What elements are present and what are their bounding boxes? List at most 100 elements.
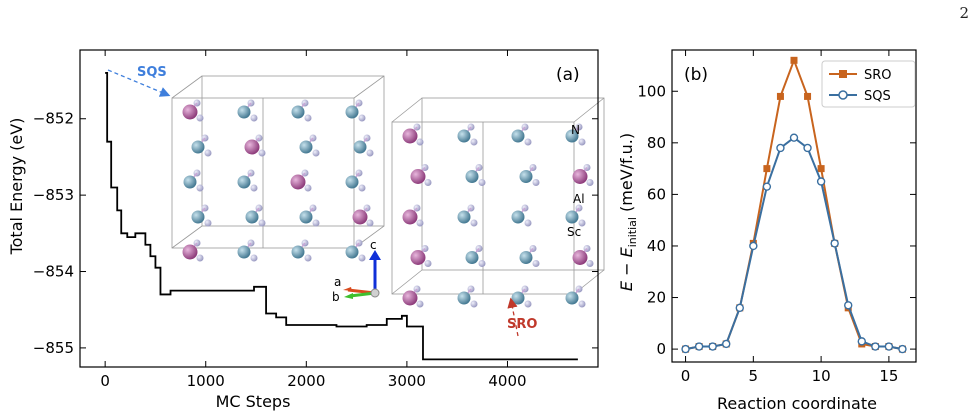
n-atom (250, 114, 258, 122)
sro-point (804, 92, 812, 100)
panel-a-label: (a) (556, 65, 580, 85)
n-atom (366, 149, 374, 157)
al-atom (465, 251, 479, 264)
sqs-structure (171, 75, 385, 262)
n-atom (532, 260, 540, 267)
y-tick-label-b: 0 (656, 340, 666, 358)
y-tick-label-a: −853 (33, 186, 74, 204)
n-atom (358, 254, 366, 262)
y-tick-label-a: −854 (33, 263, 74, 281)
y-tick-label-a: −855 (33, 339, 74, 357)
sc-atom (402, 209, 418, 225)
lattice-axis-a: a (334, 275, 341, 289)
sqs-point (776, 143, 785, 153)
crystal-structures (171, 75, 605, 308)
lattice-axes-indicator: c a b (332, 238, 381, 304)
energy-step-line (105, 72, 578, 361)
al-atom (457, 210, 471, 224)
sro-point (817, 165, 825, 173)
al-atom (345, 105, 359, 119)
n-atom (250, 254, 258, 262)
atom-label-al: Al (573, 192, 585, 206)
n-atom (532, 179, 540, 186)
al-atom (237, 175, 251, 189)
sc-atom (410, 250, 426, 265)
n-atom (358, 184, 366, 192)
sqs-point (803, 143, 812, 153)
n-atom (416, 219, 424, 227)
al-atom (345, 245, 359, 259)
al-atom (511, 210, 525, 224)
panel-a-axes: 0 1000 2000 3000 4000 −852 −853 −854 −855 (33, 49, 599, 390)
sc-atom (244, 139, 260, 155)
sc-atom (410, 169, 426, 184)
sro-point (790, 56, 798, 64)
cell-edge (573, 97, 605, 123)
al-atom (519, 170, 533, 183)
sc-atom (290, 174, 306, 190)
al-atom (565, 129, 579, 143)
x-tick-label-a: 0 (100, 372, 110, 390)
n-atom (586, 179, 594, 186)
sqs-point (898, 344, 907, 354)
n-atom (358, 114, 366, 122)
al-atom (299, 210, 313, 224)
al-atom (183, 175, 197, 189)
n-atom (258, 149, 266, 157)
y-tick-label-b: 20 (647, 289, 666, 307)
sqs-arrow (107, 69, 171, 97)
sqs-point (735, 303, 744, 313)
al-atom (353, 140, 367, 154)
sc-atom (402, 290, 418, 306)
sro-point (776, 92, 784, 100)
plot-frame-b (671, 49, 917, 363)
n-atom (366, 219, 374, 227)
n-atom (196, 254, 204, 262)
al-atom (565, 291, 579, 305)
sqs-point (681, 344, 690, 354)
y-tick-label-b: 60 (647, 185, 666, 203)
cell-edge (171, 75, 203, 99)
sc-atom (572, 250, 588, 265)
n-atom (578, 138, 586, 146)
panel-b-axes: 0 5 10 15 0 20 40 60 80 100 (637, 49, 917, 385)
lattice-axis-b: b (332, 290, 340, 304)
sqs-point (762, 182, 772, 191)
sqs-point (694, 342, 704, 351)
n-atom (304, 254, 312, 262)
lattice-axis-c: c (370, 238, 377, 252)
plot-frame-a (79, 49, 599, 368)
n-atom (304, 114, 312, 122)
n-atom (196, 114, 204, 122)
n-atom (312, 149, 320, 157)
al-atom (511, 291, 525, 305)
al-atom (565, 210, 579, 224)
al-atom (237, 105, 251, 119)
n-atom (304, 184, 312, 192)
y-tick-label-b: 40 (647, 237, 666, 255)
al-atom (291, 105, 305, 119)
n-atom (470, 219, 478, 227)
sqs-point (749, 241, 758, 251)
legend-sro: SRO (864, 68, 892, 83)
al-atom (291, 245, 305, 259)
sqs-point (884, 342, 894, 351)
sqs-point (816, 177, 826, 186)
sro-arrow (507, 297, 519, 337)
cell-edge (391, 97, 423, 123)
al-atom (237, 245, 251, 259)
n-atom (470, 300, 478, 308)
al-atom (191, 140, 205, 154)
cell-edge (171, 225, 203, 249)
cell-edge (391, 269, 423, 295)
sc-atom (572, 169, 588, 184)
n-atom (312, 219, 320, 227)
energy-trace (105, 72, 578, 361)
n-atom (478, 260, 486, 267)
al-atom (245, 210, 259, 224)
page-number: 2 (959, 4, 969, 22)
sqs-point (871, 342, 880, 351)
sro-structure (391, 97, 605, 308)
y-axis-title-a: Total Energy (eV) (7, 118, 26, 256)
